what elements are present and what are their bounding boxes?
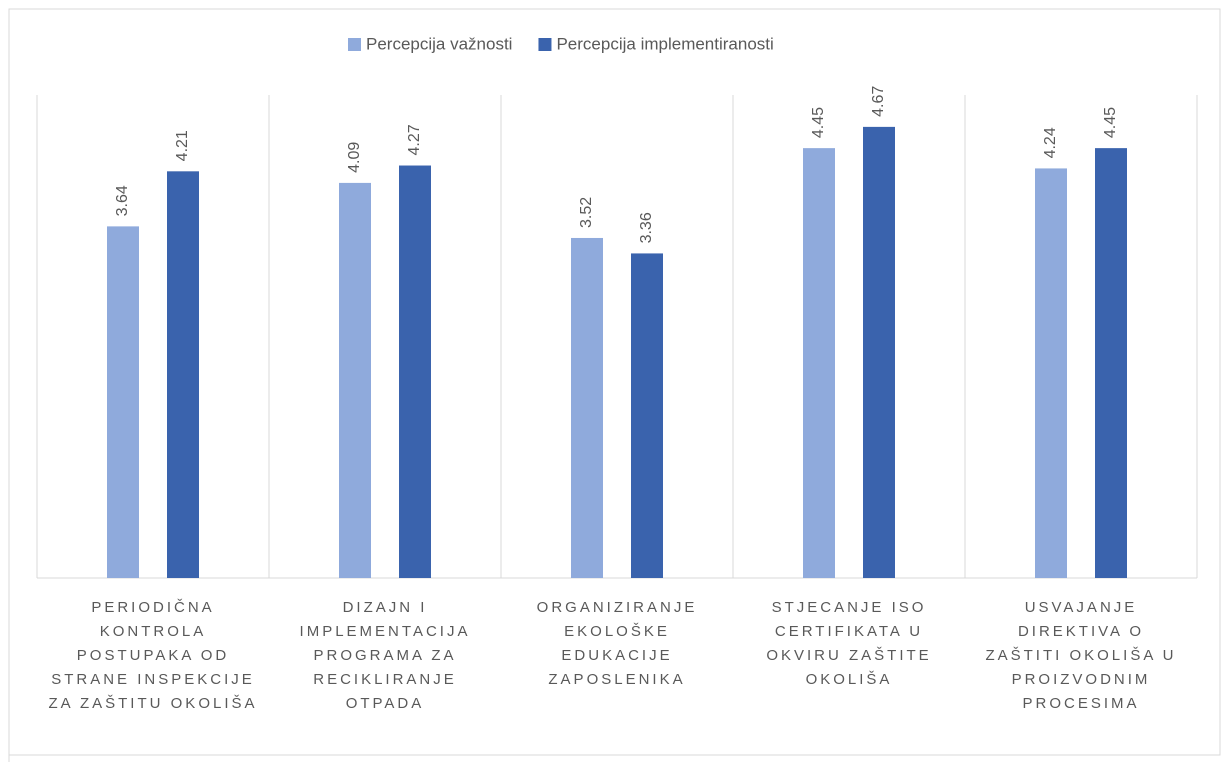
- legend-label: Percepcija važnosti: [366, 34, 512, 53]
- x-tick-label: USVAJANJE DIREKTIVA O ZAŠTITI OKOLIŠA U …: [985, 599, 1177, 712]
- value-label: 4.09: [346, 142, 363, 173]
- chart-frame: [8, 8, 1221, 762]
- bar: [107, 226, 139, 578]
- value-label: 3.36: [638, 212, 655, 243]
- legend-label: Percepcija implementiranosti: [556, 34, 773, 53]
- bar: [631, 253, 663, 578]
- bar: [167, 171, 199, 578]
- legend-swatch: [348, 38, 361, 51]
- bar: [399, 165, 431, 578]
- bar: [339, 182, 371, 578]
- x-tick-label: PERIODIČNA KONTROLA POSTUPAKA OD STRANE …: [48, 599, 258, 712]
- value-label: 4.45: [1102, 107, 1119, 138]
- value-label: 4.24: [1042, 127, 1059, 158]
- x-tick-label: ORGANIZIRANJE EKOLOŠKE EDUKACIJE ZAPOSLE…: [536, 599, 698, 688]
- value-label: 4.67: [870, 86, 887, 117]
- value-label: 3.64: [114, 185, 131, 216]
- bar: [1035, 168, 1067, 578]
- x-tick-label: STJECANJE ISO CERTIFIKATA U OKVIRU ZAŠTI…: [766, 599, 932, 688]
- value-label: 4.21: [174, 130, 191, 161]
- value-label: 4.45: [810, 107, 827, 138]
- legend-swatch: [538, 38, 552, 51]
- value-label: 3.52: [578, 197, 595, 228]
- value-label: 4.27: [406, 124, 423, 155]
- bar: [803, 148, 835, 578]
- x-tick-label: DIZAJN I IMPLEMENTACIJA PROGRAMA ZA RECI…: [299, 599, 471, 712]
- bar: [1095, 148, 1127, 578]
- bar: [571, 237, 603, 578]
- bar: [863, 126, 895, 579]
